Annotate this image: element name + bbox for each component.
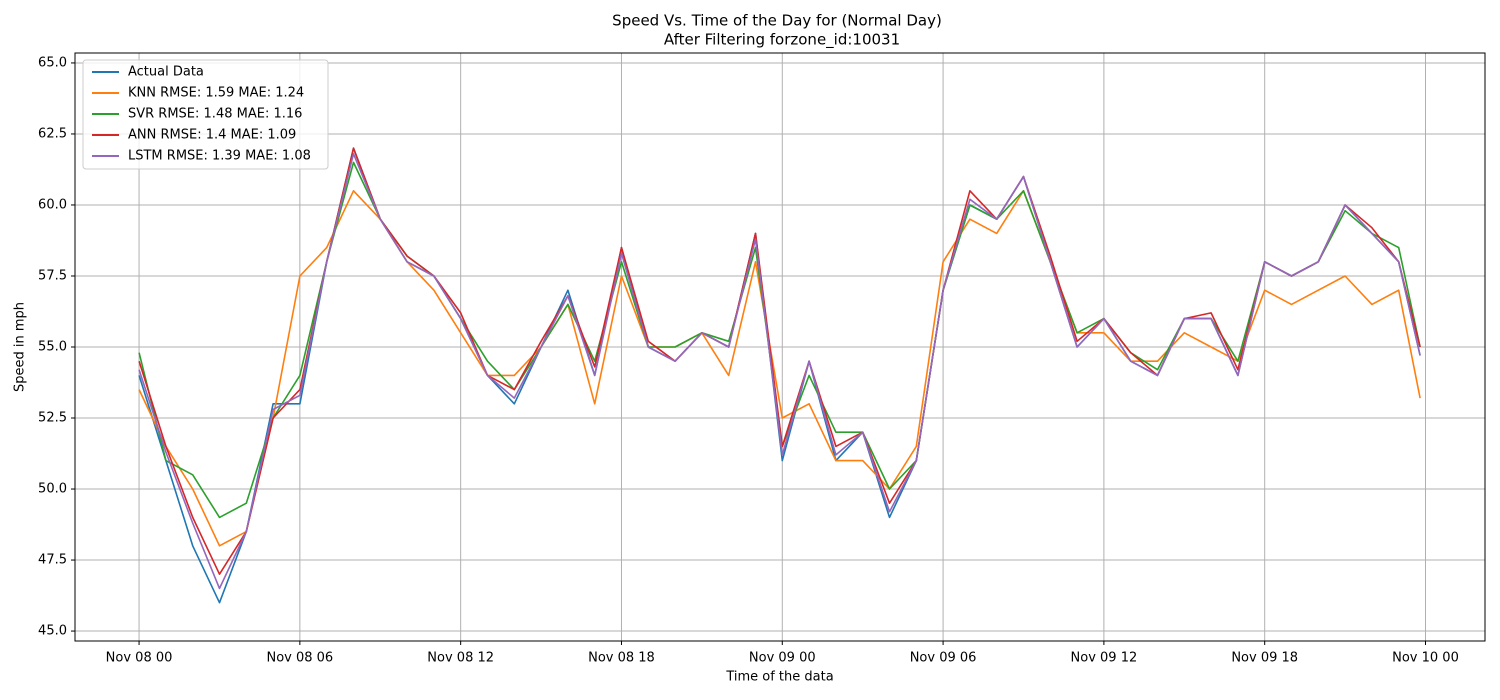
y-tick-label: 47.5 — [38, 553, 67, 568]
legend-label: SVR RMSE: 1.48 MAE: 1.16 — [128, 107, 302, 122]
legend-box — [82, 59, 329, 170]
y-tick-label: 57.5 — [38, 268, 67, 283]
x-tick-label: Nov 08 12 — [427, 651, 494, 666]
y-tick-label: 65.0 — [38, 55, 67, 70]
x-tick-label: Nov 08 06 — [266, 651, 333, 666]
legend-label: LSTM RMSE: 1.39 MAE: 1.08 — [128, 149, 311, 164]
x-tick-label: Nov 08 00 — [106, 651, 173, 666]
legend-label: KNN RMSE: 1.59 MAE: 1.24 — [128, 86, 304, 101]
x-tick-label: Nov 08 18 — [588, 651, 655, 666]
x-tick-label: Nov 09 06 — [910, 651, 977, 666]
legend-label: Actual Data — [128, 65, 204, 80]
y-tick-label: 62.5 — [38, 126, 67, 141]
series-line — [138, 153, 1421, 590]
x-axis-label: Time of the data — [725, 670, 833, 685]
x-tick-label: Nov 09 12 — [1071, 651, 1138, 666]
y-tick-label: 55.0 — [38, 340, 67, 355]
y-tick-label: 52.5 — [38, 411, 67, 426]
chart-subtitle: After Filtering forzone_id:10031 — [664, 31, 900, 50]
x-tick-label: Nov 09 18 — [1231, 651, 1298, 666]
x-tick-label: Nov 09 00 — [749, 651, 816, 666]
legend-label: ANN RMSE: 1.4 MAE: 1.09 — [128, 128, 296, 143]
y-tick-label: 45.0 — [38, 624, 67, 639]
x-tick-label: Nov 10 00 — [1392, 651, 1459, 666]
legend: Actual Data KNN RMSE: 1.59 MAE: 1.24 SVR R… — [82, 59, 329, 170]
series-line — [138, 147, 1421, 575]
series-line — [138, 161, 1421, 519]
y-tick-label: 50.0 — [38, 482, 67, 497]
series-line — [138, 190, 1421, 547]
y-tick-label: 60.0 — [38, 197, 67, 212]
chart-title: Speed Vs. Time of the Day for (Normal Da… — [612, 12, 942, 30]
y-axis-label: Speed in mph — [13, 302, 28, 392]
plot-frame — [74, 52, 1486, 642]
series-line — [138, 147, 1421, 604]
